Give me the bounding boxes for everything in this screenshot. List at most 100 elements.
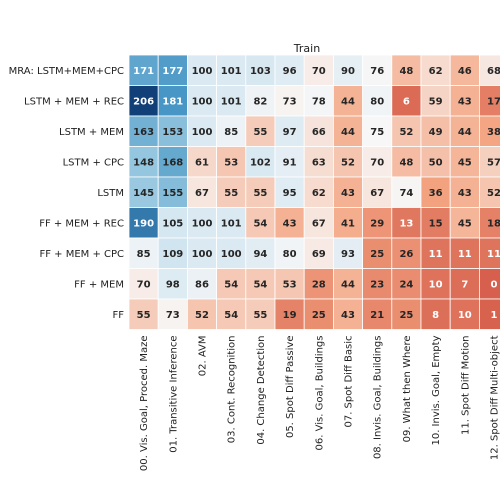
column-label: 07. Spot Diff Basic (344, 336, 355, 428)
cell-value-label: 43 (458, 188, 472, 199)
cell-value-label: 29 (370, 218, 384, 229)
cell-value-label: 78 (312, 96, 326, 107)
heatmap-cell (332, 85, 363, 117)
cell-value-label: 28 (312, 279, 326, 290)
heatmap-cell (362, 115, 393, 147)
heatmap-cell (186, 176, 217, 208)
cell-value-label: 43 (283, 218, 297, 229)
cell-value-label: 109 (162, 249, 183, 260)
heatmap-cell (332, 298, 363, 330)
heatmap-cell (449, 146, 480, 178)
heatmap-cell (245, 207, 276, 239)
heatmap-cell (157, 85, 188, 117)
heatmap-cell (274, 237, 305, 269)
heatmap-cell (128, 237, 159, 269)
cell-value-label: 91 (283, 157, 297, 168)
cell-value-label: 101 (221, 66, 242, 77)
heatmap-cell (245, 115, 276, 147)
cell-value-label: 18 (487, 218, 500, 229)
cell-value-label: 190 (133, 218, 154, 229)
heatmap-cell (216, 298, 247, 330)
row-label: FF + MEM (74, 279, 124, 290)
cell-value-label: 54 (253, 218, 267, 229)
cell-value-label: 59 (429, 96, 443, 107)
heatmap-cell (332, 268, 363, 300)
cell-value-label: 25 (312, 310, 326, 321)
cell-value-label: 50 (429, 157, 443, 168)
row-label: FF + MEM + REC (39, 218, 124, 229)
heatmap-cell (391, 237, 422, 269)
cell-value-label: 62 (429, 66, 443, 77)
heatmap-cell (186, 146, 217, 178)
heatmap-cell (362, 176, 393, 208)
heatmap-cell (391, 54, 422, 86)
heatmap-cell (186, 237, 217, 269)
cell-value-label: 45 (458, 218, 472, 229)
cell-value-label: 55 (137, 310, 151, 321)
cell-value-label: 153 (162, 127, 183, 138)
cell-value-label: 11 (458, 249, 472, 260)
cell-value-label: 8 (432, 310, 439, 321)
cell-value-label: 43 (341, 188, 355, 199)
heatmap-cell (303, 115, 334, 147)
heatmap-cell (128, 298, 159, 330)
cell-value-label: 100 (192, 127, 213, 138)
row-label: MRA: LSTM+MEM+CPC (9, 66, 124, 77)
cell-value-label: 73 (166, 310, 180, 321)
cell-value-label: 46 (458, 66, 472, 77)
heatmap-cell (157, 207, 188, 239)
cell-value-label: 44 (341, 96, 355, 107)
cell-value-label: 11 (487, 249, 500, 260)
cell-value-label: 43 (458, 96, 472, 107)
cell-value-label: 52 (195, 310, 209, 321)
cell-value-label: 49 (429, 127, 443, 138)
heatmap-cell (186, 298, 217, 330)
cell-value-label: 100 (221, 249, 242, 260)
heatmap-cell (157, 298, 188, 330)
cell-value-label: 86 (195, 279, 209, 290)
heatmap-cell (157, 115, 188, 147)
cell-value-label: 101 (221, 218, 242, 229)
cell-value-label: 67 (370, 188, 384, 199)
cell-value-label: 70 (137, 279, 151, 290)
row-label: LSTM (97, 188, 124, 199)
heatmap-cell (332, 54, 363, 86)
heatmap-cell (391, 176, 422, 208)
column-label: 03. Cont. Recognition (227, 336, 238, 444)
cell-value-label: 98 (166, 279, 180, 290)
column-label: 06. Vis. Goal, Buildings (314, 336, 325, 451)
column-label: 04. Change Detection (256, 336, 267, 445)
cell-value-label: 54 (224, 310, 238, 321)
heatmap-cell (420, 207, 451, 239)
cell-value-label: 94 (253, 249, 267, 260)
row-label: FF (112, 310, 124, 321)
heatmap-cell (420, 115, 451, 147)
heatmap-cell (420, 268, 451, 300)
heatmap-cell (186, 115, 217, 147)
cell-value-label: 100 (192, 96, 213, 107)
heatmap-cell (449, 268, 480, 300)
cell-value-label: 55 (224, 188, 238, 199)
heatmap-cell (216, 115, 247, 147)
heatmap-cell (391, 85, 422, 117)
column-label: 09. What then Where (402, 336, 413, 443)
cell-value-label: 44 (341, 279, 355, 290)
cell-value-label: 17 (487, 96, 500, 107)
cell-value-label: 181 (162, 96, 183, 107)
heatmap-cell (478, 298, 500, 330)
heatmap-cell (362, 268, 393, 300)
row-labels: MRA: LSTM+MEM+CPC LSTM + MEM + REC LSTM + … (9, 66, 125, 321)
heatmap-cell (128, 115, 159, 147)
cell-value-label: 44 (458, 127, 472, 138)
heatmap-cell (274, 85, 305, 117)
cell-value-label: 0 (491, 279, 498, 290)
cell-value-label: 148 (133, 157, 154, 168)
heatmap-cell (245, 85, 276, 117)
heatmap-cell (245, 298, 276, 330)
cell-value-label: 54 (224, 279, 238, 290)
cell-value-label: 24 (399, 279, 413, 290)
cell-value-label: 23 (370, 279, 384, 290)
cell-value-label: 80 (283, 249, 297, 260)
